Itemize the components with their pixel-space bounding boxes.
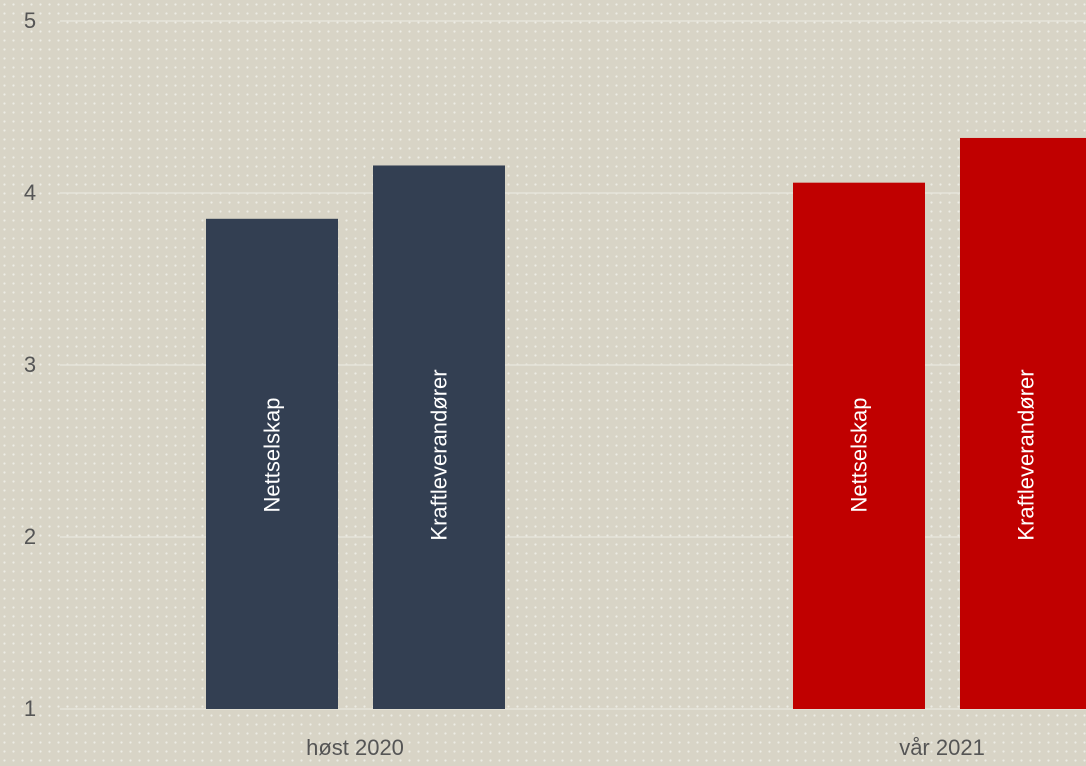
- x-category-label: høst 2020: [306, 735, 404, 760]
- bar: [960, 137, 1086, 709]
- x-category-label: vår 2021: [899, 735, 985, 760]
- bar: [206, 218, 338, 710]
- y-tick-label: 2: [24, 524, 36, 549]
- bar-label: Nettselskap: [847, 398, 872, 513]
- y-tick-label: 3: [24, 352, 36, 377]
- bar-label: Kraftleverandører: [1014, 369, 1039, 540]
- y-tick-label: 4: [24, 180, 36, 205]
- y-axis: 1 2 3 4 5: [24, 8, 36, 721]
- bar: [793, 182, 925, 709]
- y-tick-label: 1: [24, 696, 36, 721]
- bar-label: Nettselskap: [260, 398, 285, 513]
- bar: [373, 165, 505, 710]
- x-axis: høst 2020 vår 2021: [306, 735, 985, 760]
- y-tick-label: 5: [24, 8, 36, 33]
- bars: Nettselskap Kraftleverandører Nettselskap K…: [206, 137, 1086, 710]
- bar-label: Kraftleverandører: [427, 369, 452, 540]
